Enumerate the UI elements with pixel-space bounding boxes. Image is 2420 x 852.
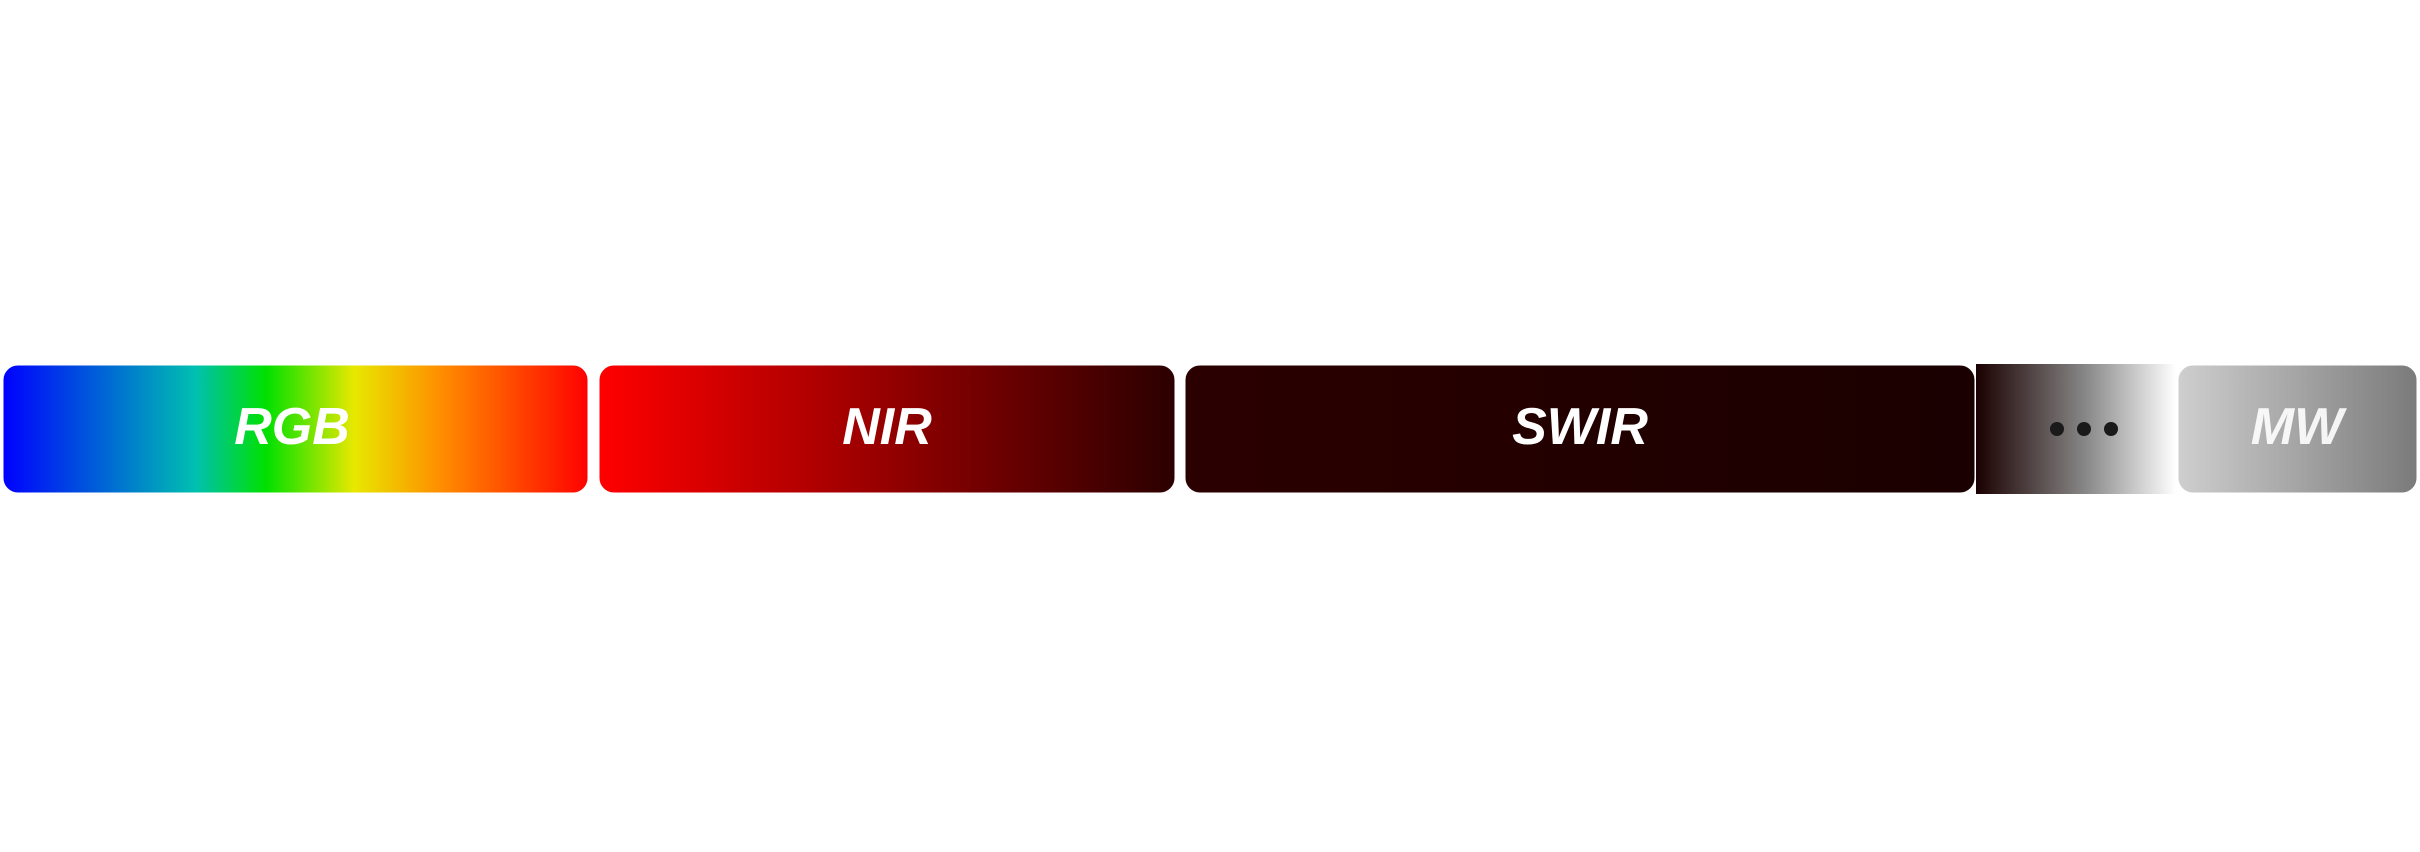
svg-text:RGB: RGB: [234, 398, 350, 456]
svg-text:NIR: NIR: [842, 398, 932, 456]
svg-text:MW: MW: [2251, 398, 2347, 456]
svg-text:SWIR: SWIR: [1512, 398, 1648, 456]
